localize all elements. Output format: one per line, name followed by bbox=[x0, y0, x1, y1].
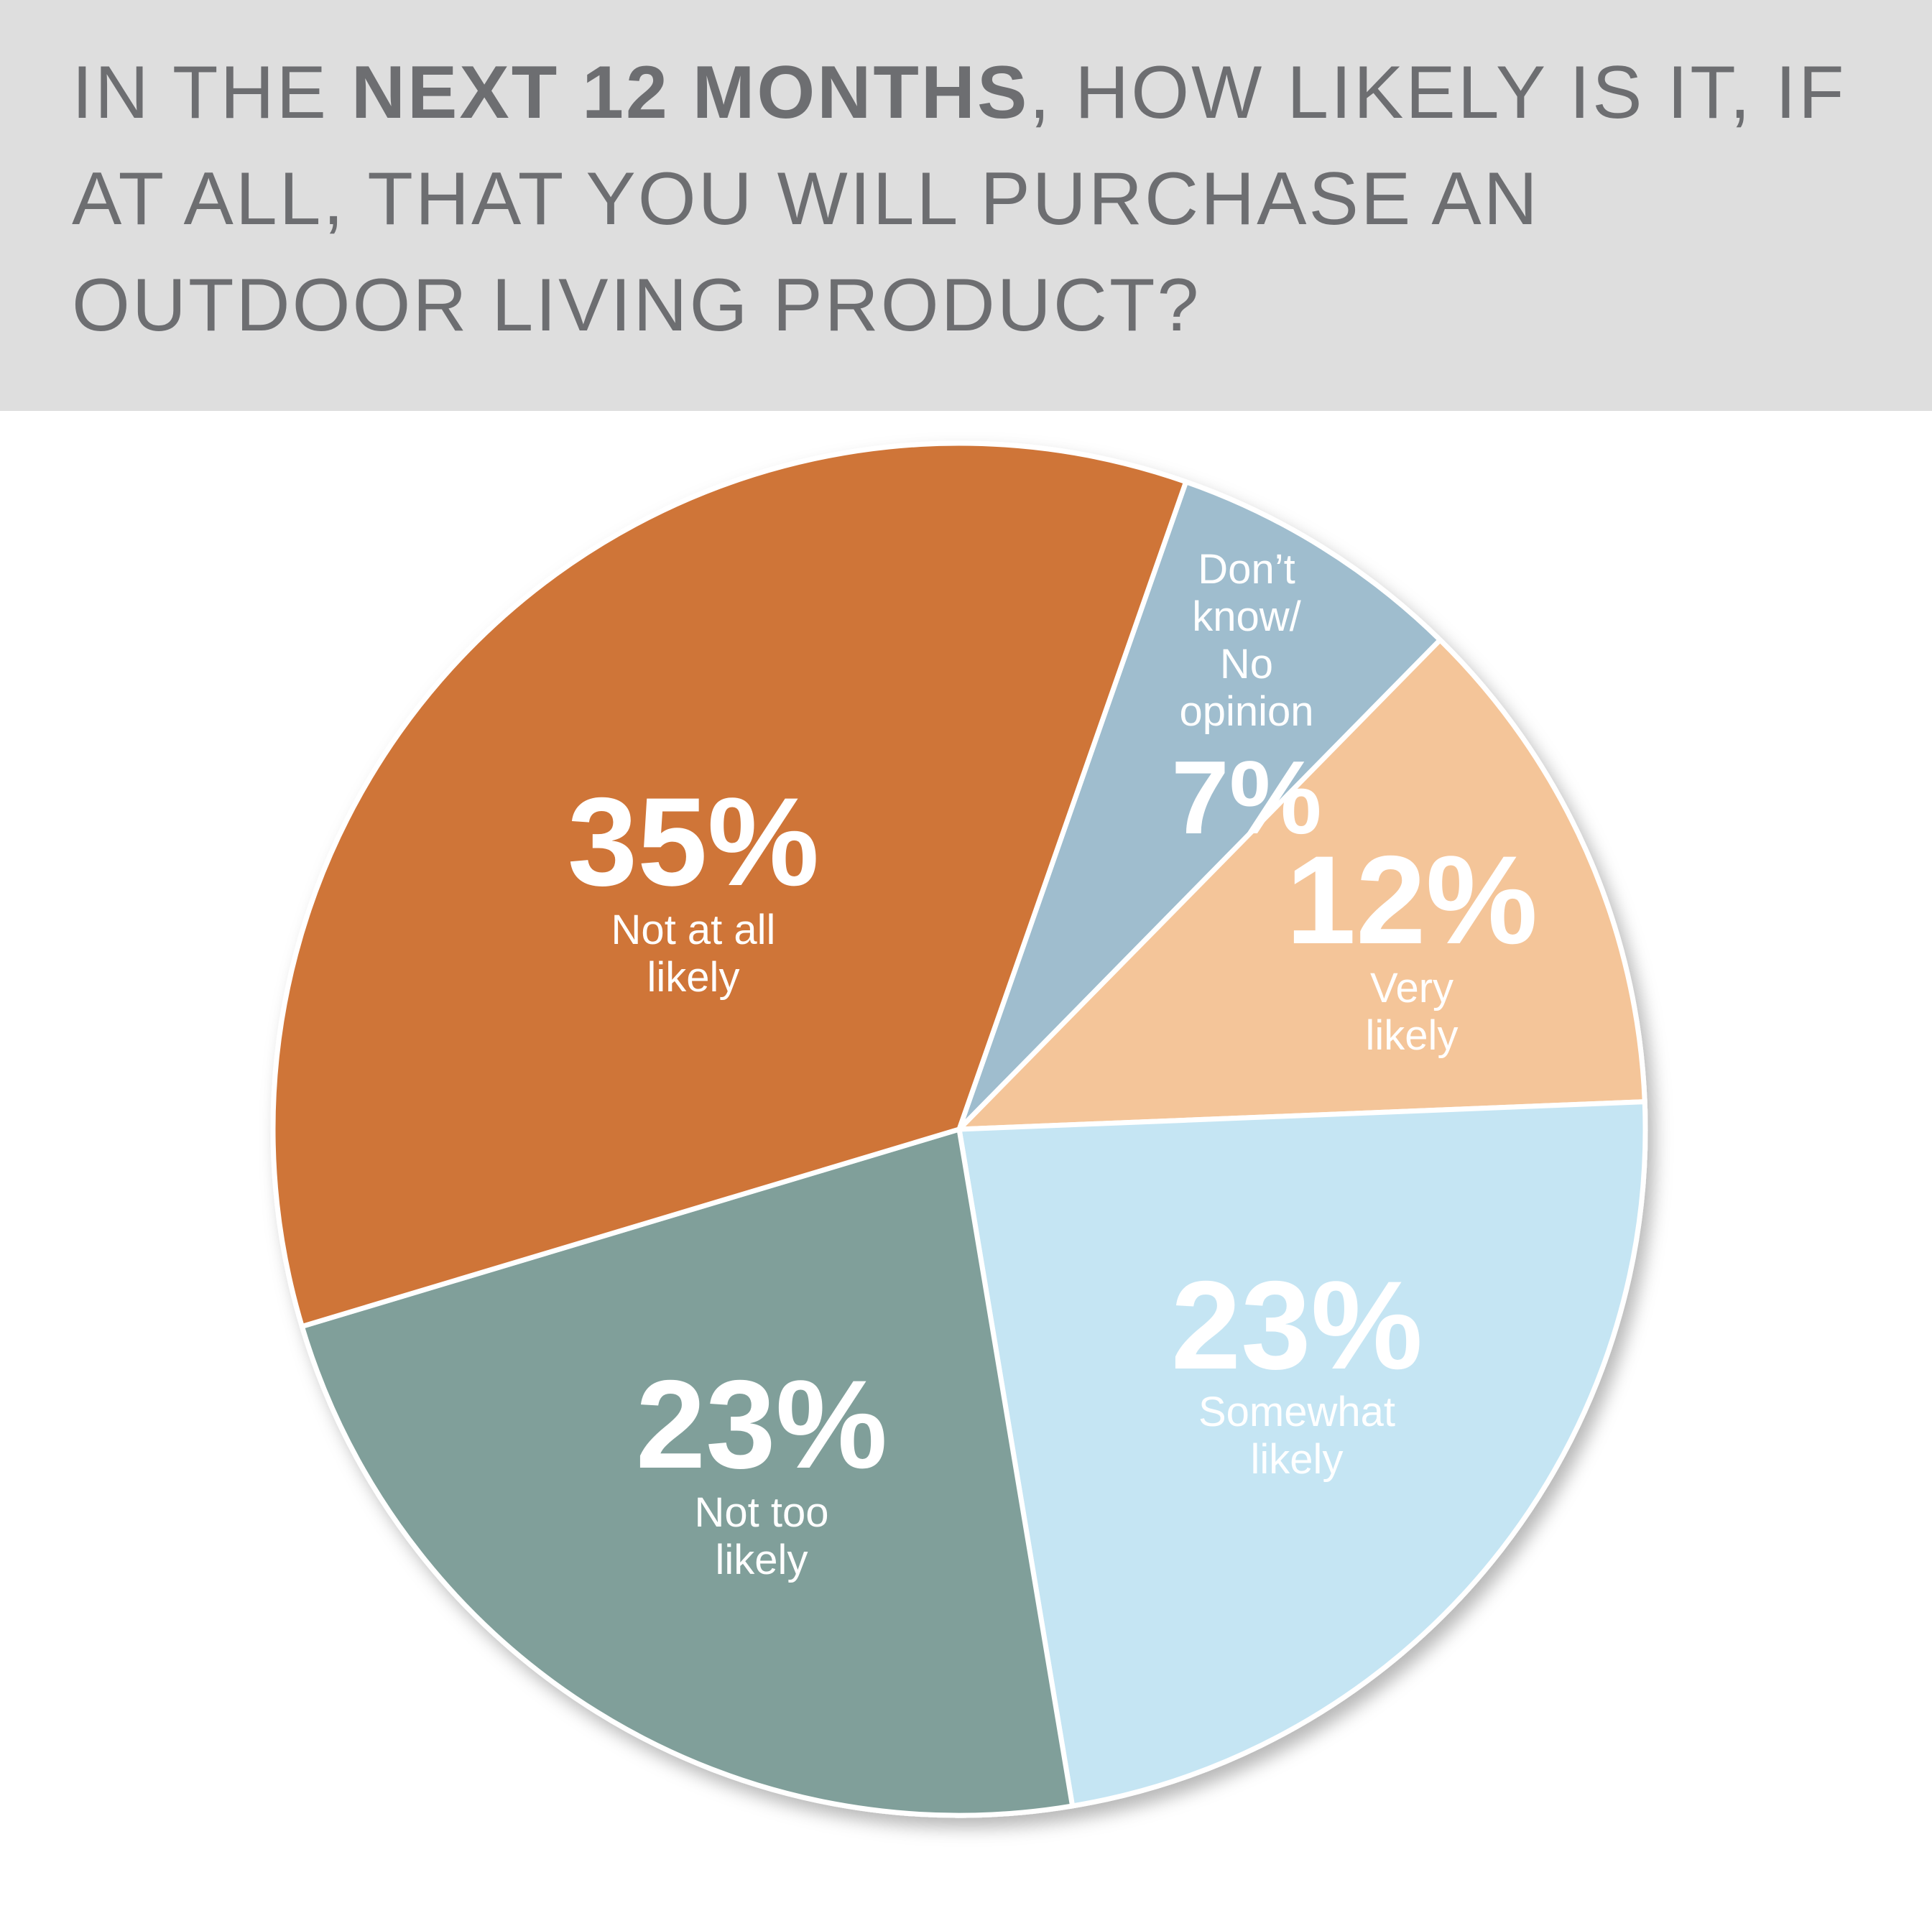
pie-slice-not-at-all-likely bbox=[270, 440, 1189, 1329]
slice-category-label-not-at-all-likely: Not at all bbox=[611, 907, 776, 953]
title-post: , HOW LIKELY IS IT, IF AT ALL, THAT YOU … bbox=[72, 51, 1847, 347]
pie-slice-very-likely bbox=[956, 637, 1647, 1132]
slice-category-label-not-at-all-likely: likely bbox=[647, 954, 740, 1001]
chart-title: IN THE NEXT 12 MONTHS, HOW LIKELY IS IT,… bbox=[72, 40, 1882, 358]
slice-value-label-not-at-all-likely: 35% bbox=[568, 772, 819, 912]
title-pre: IN THE bbox=[72, 51, 351, 134]
title-bold: NEXT 12 MONTHS bbox=[351, 51, 1030, 134]
slice-category-label-dont-know: opinion bbox=[1179, 688, 1313, 735]
slice-category-label-very-likely: likely bbox=[1366, 1012, 1459, 1059]
slice-category-label-dont-know: Don’t bbox=[1198, 546, 1295, 593]
slice-value-label-somewhat-likely: 23% bbox=[1171, 1256, 1423, 1396]
slice-category-label-somewhat-likely: likely bbox=[1251, 1436, 1344, 1483]
slice-category-label-not-too-likely: likely bbox=[716, 1537, 808, 1583]
pie-slice-not-too-likely bbox=[299, 1126, 1076, 1818]
slice-category-label-dont-know: know/ bbox=[1192, 593, 1301, 640]
pie-labels: 7%Don’tknow/Noopinion12%Verylikely23%Som… bbox=[568, 546, 1538, 1583]
pie-slice-dont-know bbox=[956, 479, 1443, 1132]
pie-slice-somewhat-likely bbox=[956, 1099, 1648, 1809]
slice-value-label-very-likely: 12% bbox=[1286, 830, 1538, 971]
slice-value-label-not-too-likely: 23% bbox=[636, 1355, 887, 1495]
slice-category-label-somewhat-likely: Somewhat bbox=[1198, 1389, 1395, 1435]
slice-category-label-dont-know: No bbox=[1220, 641, 1273, 687]
slice-category-label-very-likely: Very bbox=[1370, 965, 1453, 1011]
slice-category-label-not-too-likely: Not too bbox=[695, 1489, 829, 1536]
slice-value-label-dont-know: 7% bbox=[1171, 739, 1322, 856]
pie-slices bbox=[270, 440, 1648, 1818]
title-band: IN THE NEXT 12 MONTHS, HOW LIKELY IS IT,… bbox=[0, 0, 1932, 411]
